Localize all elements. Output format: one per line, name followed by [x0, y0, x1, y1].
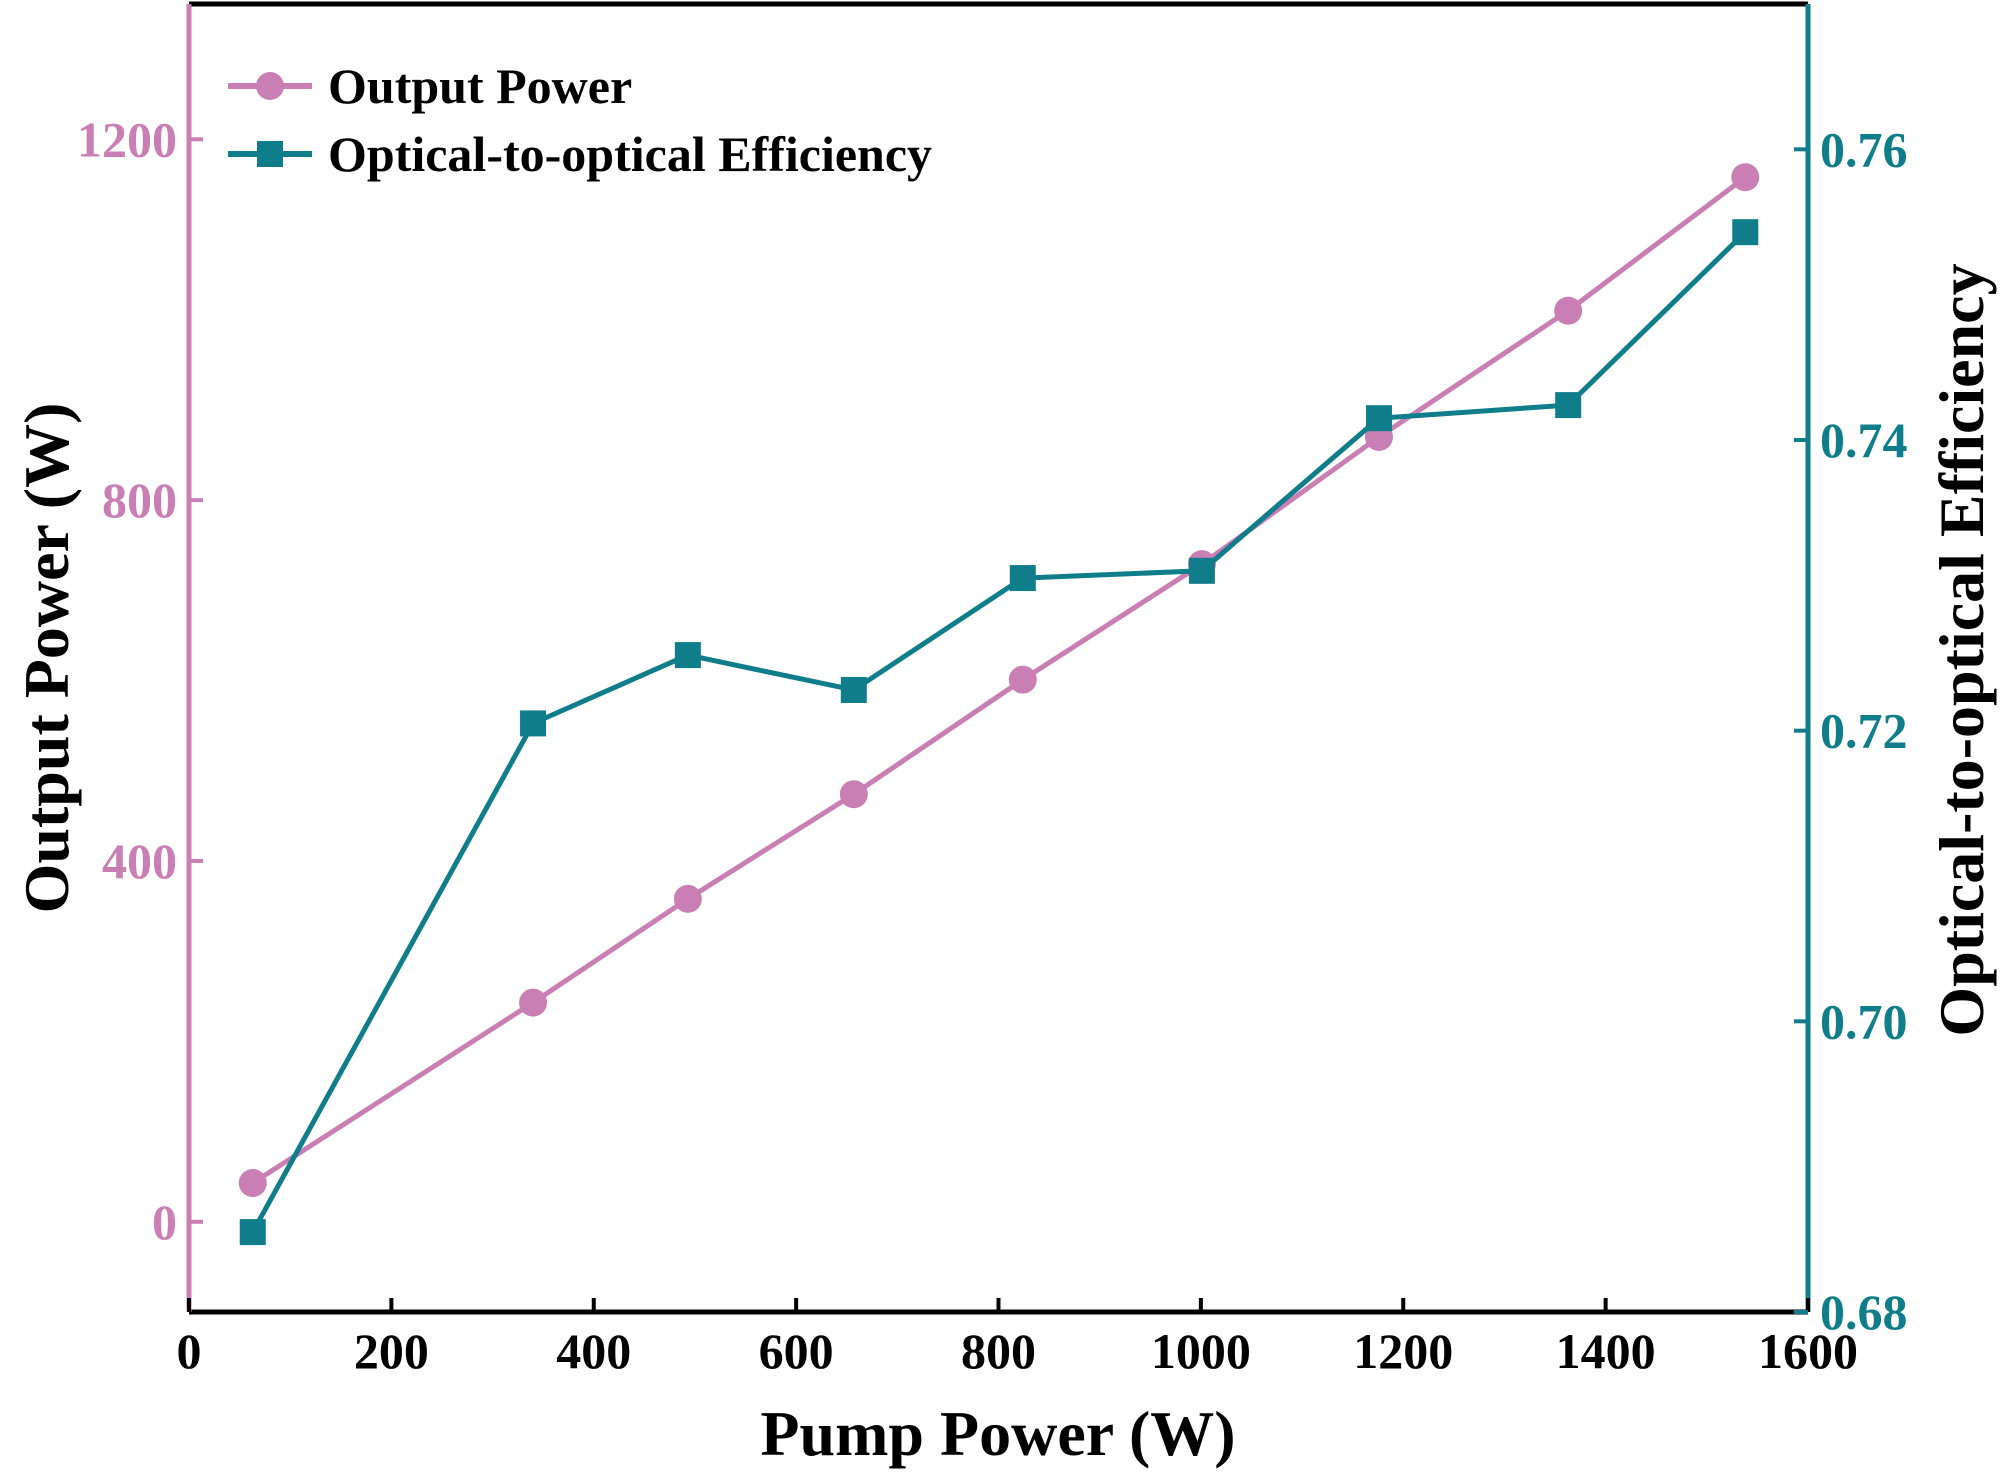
- y-right-tick-label: 0.76: [1820, 121, 1908, 177]
- legend-item-output-power: Output Power: [228, 58, 632, 114]
- legend: Output Power Optical-to-optical Efficien…: [228, 58, 932, 182]
- data-point-output-power: [519, 988, 548, 1017]
- x-tick-label: 0: [177, 1323, 202, 1379]
- legend-marker-circle: [256, 72, 284, 100]
- data-point-output-power: [673, 884, 702, 913]
- series-line-output-power: [251, 175, 1747, 1186]
- legend-marker-square: [257, 141, 283, 167]
- data-point-optical-to-optical-efficiency: [840, 676, 867, 703]
- data-point-optical-to-optical-efficiency: [239, 1219, 266, 1246]
- ticks-layer: 0 200 400 600 800 1000 1200 1400 1600 0 400 800 1200…: [77, 111, 1908, 1379]
- data-point-output-power: [1554, 296, 1583, 325]
- data-point-optical-to-optical-efficiency: [674, 642, 701, 669]
- y-left-tick-label: 400: [102, 833, 177, 889]
- x-tick-label: 1600: [1758, 1323, 1858, 1379]
- data-point-optical-to-optical-efficiency: [1365, 405, 1392, 432]
- x-tick-label: 800: [961, 1323, 1036, 1379]
- data-point-optical-to-optical-efficiency: [1188, 557, 1215, 584]
- left-axis-title: Output Power (W): [11, 403, 82, 914]
- y-left-tick-label: 800: [102, 472, 177, 528]
- data-point-optical-to-optical-efficiency: [1732, 219, 1759, 246]
- x-tick-label: 200: [354, 1323, 429, 1379]
- series-layer: [238, 163, 1760, 1246]
- right-axis-title: Optical-to-optical Efficiency: [1926, 263, 1997, 1036]
- data-point-output-power: [1008, 665, 1037, 694]
- legend-label-output-power: Output Power: [328, 58, 632, 114]
- legend-item-efficiency: Optical-to-optical Efficiency: [228, 126, 932, 182]
- x-tick-label: 1000: [1151, 1323, 1251, 1379]
- series-line-optical-to-optical-efficiency: [250, 230, 1748, 1234]
- data-point-optical-to-optical-efficiency: [520, 710, 547, 737]
- x-axis-title: Pump Power (W): [760, 1398, 1235, 1469]
- y-right-tick-label: 0.72: [1820, 703, 1908, 759]
- legend-label-efficiency: Optical-to-optical Efficiency: [328, 126, 932, 182]
- data-point-output-power: [1731, 163, 1760, 192]
- x-tick-label: 400: [556, 1323, 631, 1379]
- y-right-tick-label: 0.68: [1820, 1284, 1908, 1340]
- y-right-tick-label: 0.74: [1820, 412, 1908, 468]
- x-tick-label: 1200: [1353, 1323, 1453, 1379]
- data-point-optical-to-optical-efficiency: [1555, 392, 1582, 419]
- y-right-tick-label: 0.70: [1820, 993, 1908, 1049]
- data-point-optical-to-optical-efficiency: [1009, 565, 1036, 592]
- y-left-tick-label: 1200: [77, 111, 177, 167]
- x-tick-label: 600: [759, 1323, 834, 1379]
- data-point-output-power: [238, 1169, 267, 1198]
- y-left-tick-label: 0: [152, 1194, 177, 1250]
- data-point-output-power: [839, 780, 868, 809]
- x-tick-label: 1400: [1556, 1323, 1656, 1379]
